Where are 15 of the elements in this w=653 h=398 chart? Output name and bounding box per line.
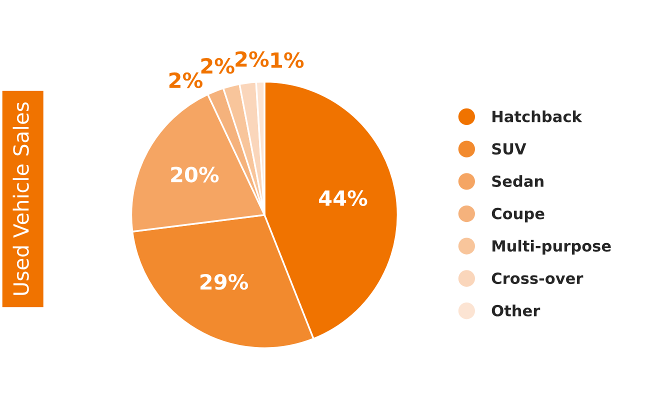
data-label: 29% (200, 274, 248, 290)
legend-label: Multi-purpose (492, 240, 611, 255)
data-label: 20% (171, 166, 219, 182)
legend-label: Hatchback (492, 110, 582, 122)
legend-label: Cross-over (492, 272, 584, 284)
legend-label: SUV (492, 143, 526, 155)
legend-label: Coupe (492, 208, 544, 222)
data-label: 2% (236, 51, 269, 67)
legend-label: Other (492, 304, 540, 316)
data-label: 2% (201, 58, 234, 74)
legend-label: Sedan (492, 175, 544, 187)
data-label: 44% (318, 190, 368, 206)
data-label: 2% (169, 72, 202, 88)
text: Used Vehicle Sales (12, 102, 29, 295)
data-label: 1% (271, 52, 304, 68)
